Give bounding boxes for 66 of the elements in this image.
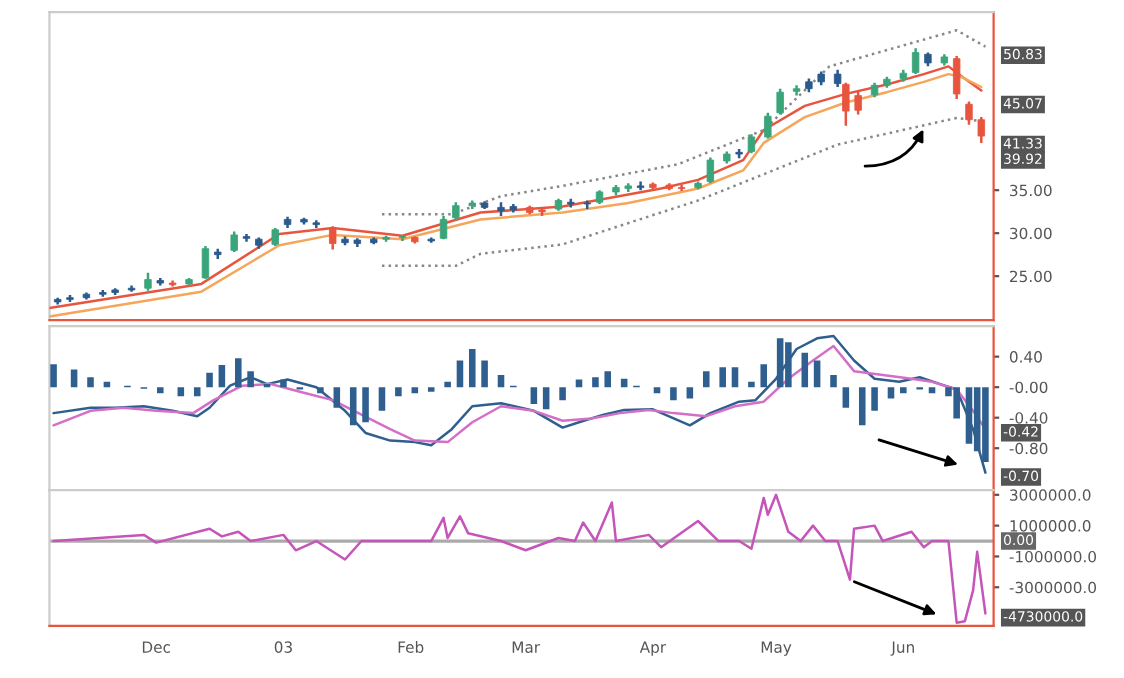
bar bbox=[206, 372, 213, 388]
bar bbox=[653, 387, 661, 394]
bar bbox=[670, 387, 677, 401]
bar bbox=[928, 387, 936, 394]
bar bbox=[333, 387, 341, 408]
bar bbox=[592, 377, 599, 388]
line-series bbox=[380, 29, 987, 216]
candlestick bbox=[271, 226, 279, 248]
line-series bbox=[52, 493, 987, 624]
candlestick bbox=[965, 100, 973, 127]
candlestick bbox=[329, 225, 337, 251]
bar bbox=[87, 377, 94, 388]
candlestick bbox=[776, 87, 784, 116]
bar bbox=[900, 387, 907, 394]
candlestick bbox=[706, 156, 715, 185]
bar bbox=[362, 387, 369, 423]
candlestick bbox=[230, 230, 238, 254]
bar bbox=[731, 367, 739, 388]
bar bbox=[456, 360, 464, 388]
candlestick bbox=[764, 111, 772, 140]
bar bbox=[157, 387, 164, 394]
bar bbox=[858, 387, 866, 426]
line-series bbox=[52, 344, 987, 444]
bar bbox=[235, 358, 242, 388]
bar bbox=[317, 387, 324, 394]
bar bbox=[497, 374, 505, 388]
candlestick bbox=[747, 133, 756, 155]
candlestick bbox=[452, 200, 460, 222]
bar bbox=[830, 374, 837, 388]
bar bbox=[530, 387, 538, 404]
bar bbox=[280, 379, 287, 388]
bar bbox=[411, 387, 419, 394]
bar bbox=[177, 387, 185, 397]
bar bbox=[760, 364, 768, 388]
candlestick bbox=[201, 244, 210, 280]
bar bbox=[468, 349, 476, 388]
bar bbox=[719, 367, 726, 388]
bar bbox=[887, 387, 895, 399]
bar bbox=[559, 387, 566, 401]
bar bbox=[349, 387, 357, 426]
bar bbox=[50, 364, 57, 388]
bar bbox=[801, 352, 809, 388]
bar bbox=[871, 387, 878, 411]
candlestick bbox=[911, 47, 920, 76]
bar bbox=[395, 387, 402, 397]
candlestick bbox=[854, 90, 862, 116]
candlestick bbox=[977, 115, 985, 145]
bar bbox=[193, 387, 201, 397]
bar bbox=[842, 387, 850, 408]
bar bbox=[378, 387, 386, 411]
candlestick bbox=[144, 271, 152, 293]
bar bbox=[218, 365, 226, 388]
bar bbox=[748, 381, 755, 388]
bar bbox=[785, 342, 792, 388]
bar bbox=[542, 387, 550, 410]
bar bbox=[965, 387, 973, 444]
candlestick bbox=[842, 81, 850, 127]
line-series bbox=[52, 334, 987, 474]
bar bbox=[702, 371, 710, 388]
bar bbox=[247, 371, 254, 388]
bar bbox=[481, 360, 488, 388]
bar bbox=[444, 381, 451, 388]
bar bbox=[813, 360, 821, 388]
bar bbox=[604, 371, 612, 388]
bar bbox=[686, 387, 694, 399]
bar bbox=[953, 387, 960, 419]
